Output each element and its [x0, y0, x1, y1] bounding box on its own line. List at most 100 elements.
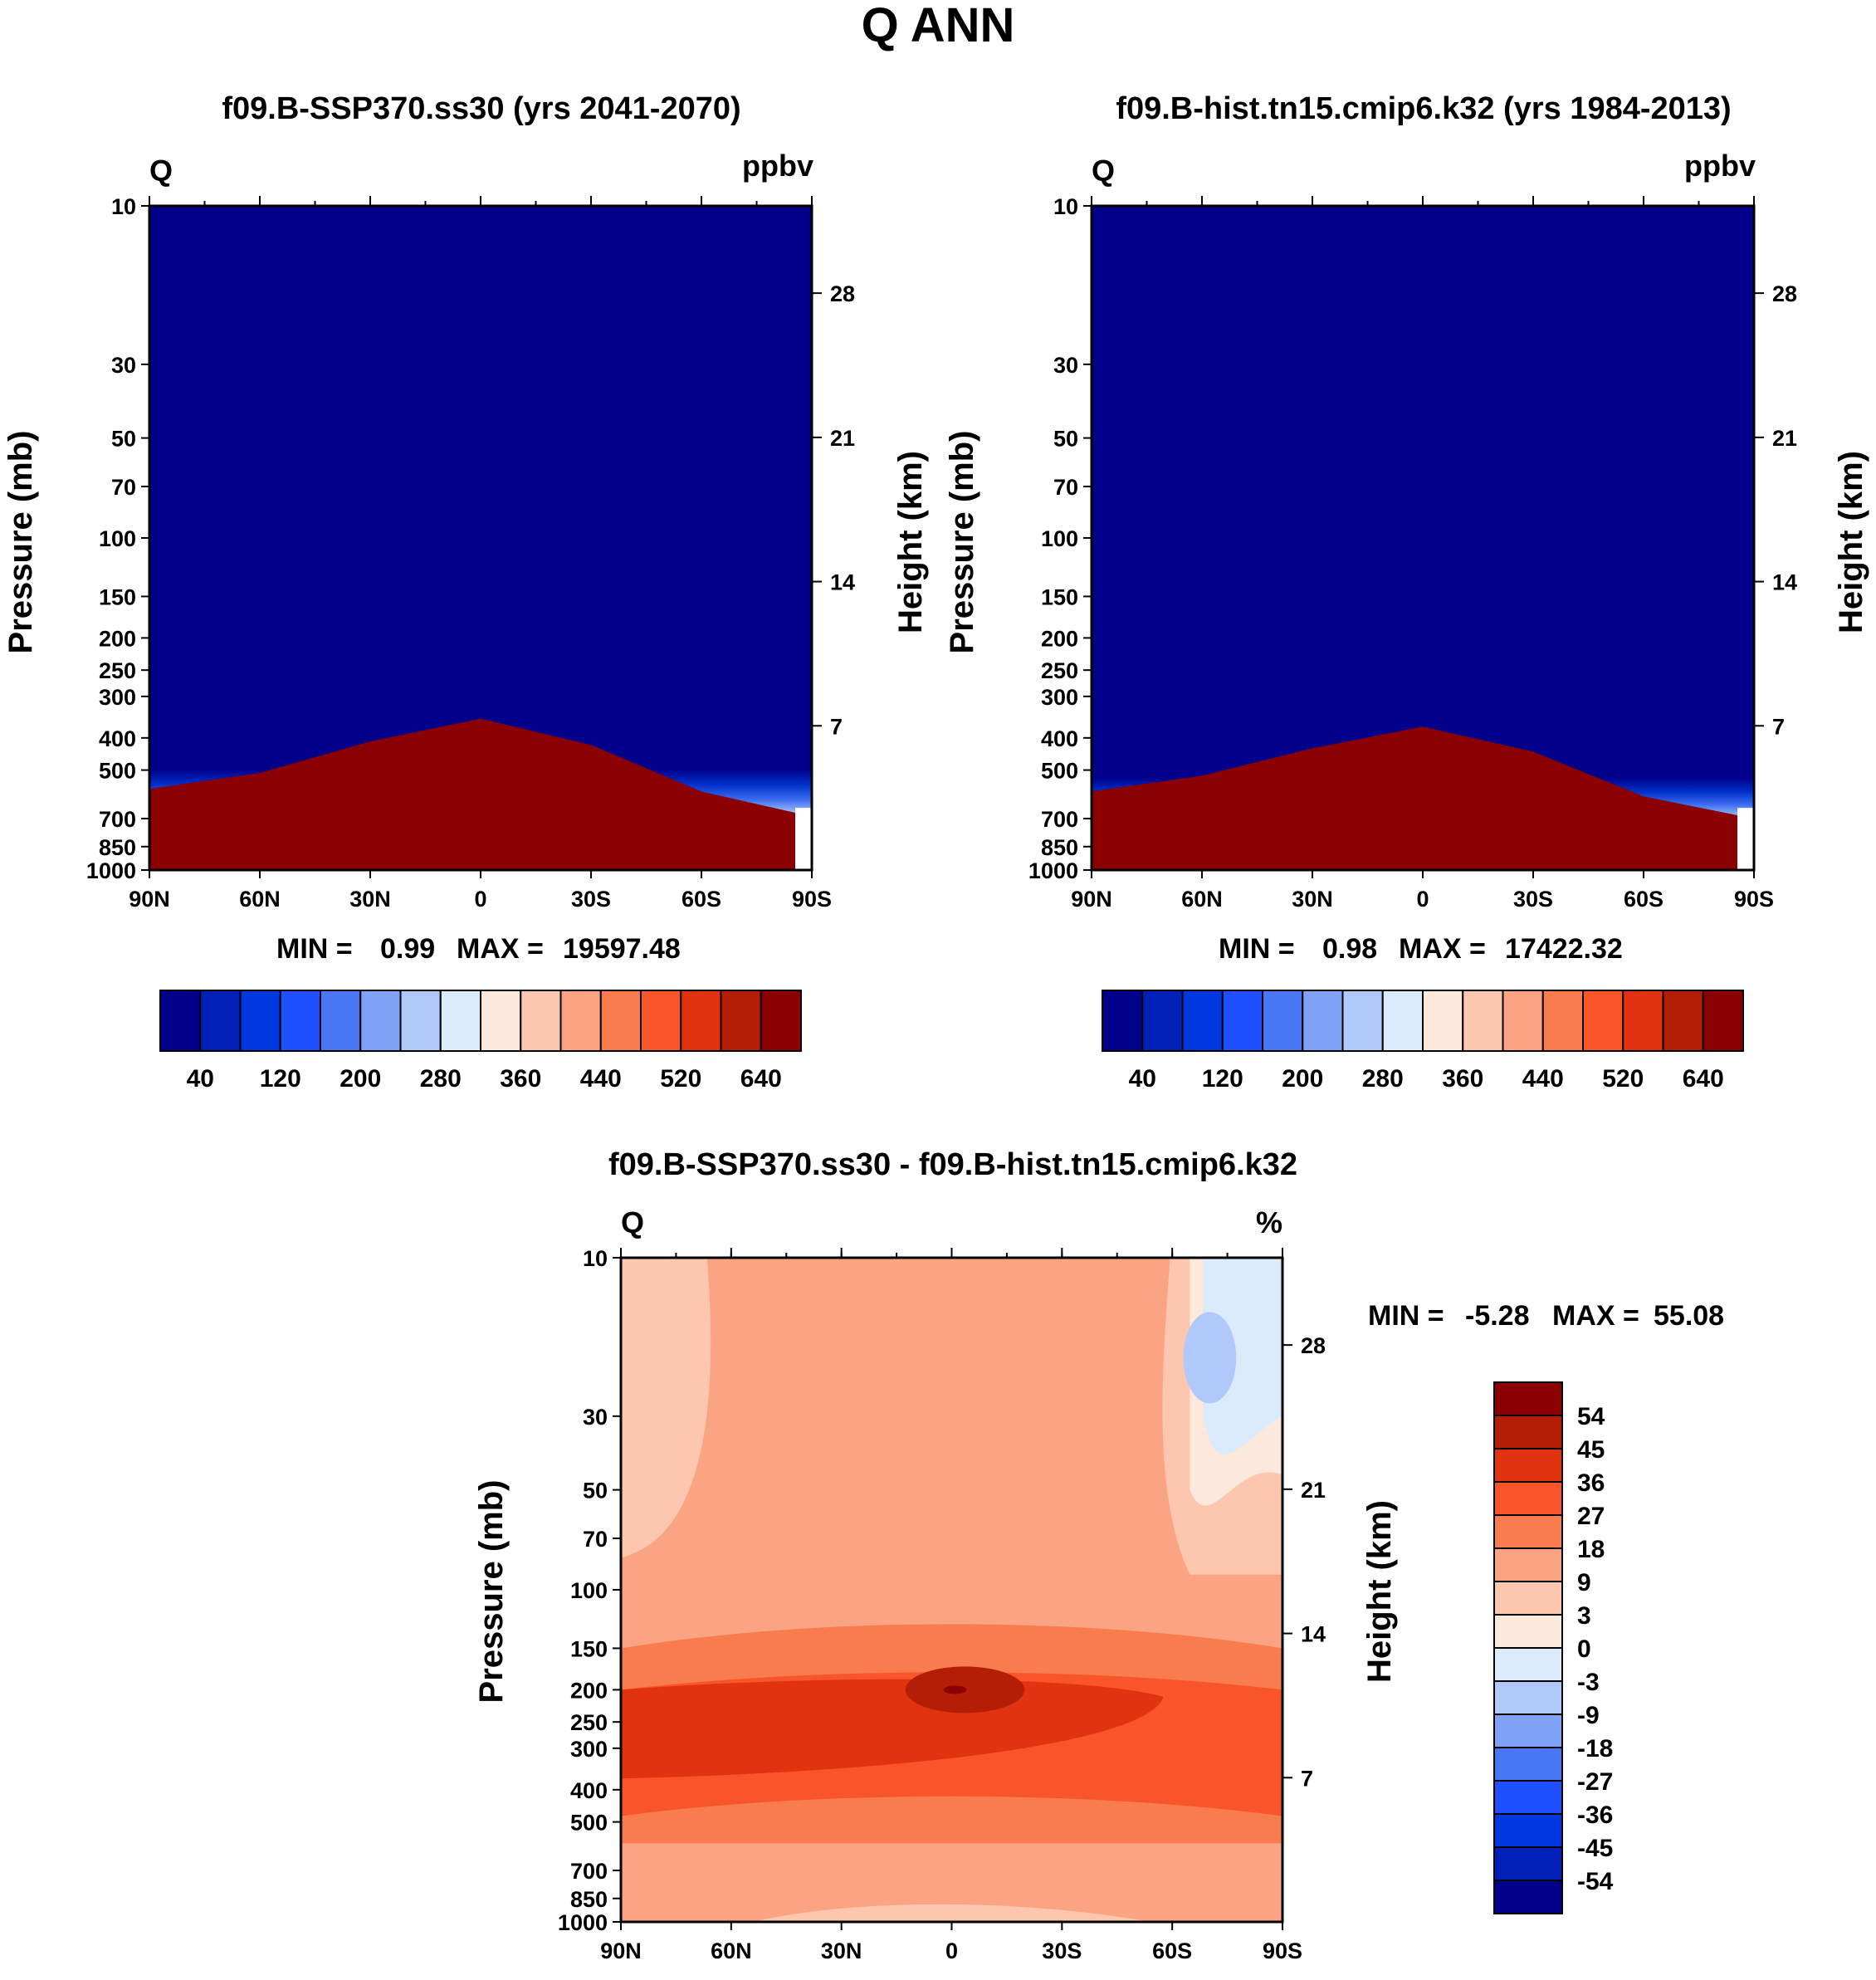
colorbar-swatch	[520, 990, 562, 1052]
diff-band-3-9-lower	[753, 1904, 1151, 1922]
colorbar-swatch	[480, 990, 522, 1052]
panel-c-ylabel: Pressure (mb)	[473, 1480, 510, 1704]
height-tick-label: 14	[1772, 570, 1797, 595]
panel-b-ylabel: Pressure (mb)	[944, 431, 980, 654]
colorbar-swatch	[680, 990, 722, 1052]
colorbar-swatch	[1622, 990, 1664, 1052]
lat-tick-label: 60N	[1181, 887, 1223, 912]
colorbar-label: 440	[1522, 1065, 1564, 1093]
panel-b-stats-max-label: MAX =	[1399, 933, 1486, 965]
panel-b-y2label: Height (km)	[1833, 451, 1869, 633]
colorbar-swatch	[1181, 990, 1224, 1052]
pressure-tick-label: 400	[570, 1778, 608, 1803]
panel-b-variable: Q	[1092, 154, 1115, 188]
pressure-tick-label: 100	[570, 1578, 608, 1603]
humid-core	[149, 718, 812, 870]
lat-tick-label: 60N	[239, 887, 281, 912]
colorbar-label: 45	[1577, 1436, 1605, 1464]
lat-tick-label: 90N	[1071, 887, 1112, 912]
panel-a-ylabel: Pressure (mb)	[2, 431, 39, 654]
pressure-tick-label: 70	[111, 475, 136, 500]
colorbar-swatch	[1702, 990, 1744, 1052]
pressure-tick-label: 200	[1041, 626, 1078, 651]
pressure-tick-label: 700	[99, 807, 136, 832]
colorbar-swatch	[1582, 990, 1624, 1052]
lat-tick-label: 90N	[600, 1938, 642, 1963]
colorbar-swatch	[1493, 1714, 1563, 1748]
lat-tick-label: 30N	[821, 1938, 862, 1963]
colorbar-swatch	[720, 990, 762, 1052]
panel-b: f09.B-hist.tn15.cmip6.k32 (yrs 1984-2013…	[944, 91, 1869, 1093]
pressure-tick-label: 300	[99, 685, 136, 710]
pressure-tick-label: 10	[1053, 194, 1078, 219]
colorbar-label: 520	[1602, 1065, 1644, 1093]
colorbar-swatch	[1381, 990, 1424, 1052]
colorbar-label: 54	[1577, 1403, 1605, 1430]
pressure-tick-label: 400	[1041, 726, 1078, 751]
height-tick-label: 7	[830, 714, 843, 739]
colorbar-swatch	[1302, 990, 1344, 1052]
lat-tick-label: 30N	[349, 887, 391, 912]
colorbar-swatch	[599, 990, 642, 1052]
height-tick-label: 14	[1301, 1622, 1326, 1647]
pressure-tick-label: 50	[583, 1479, 608, 1503]
panel-c-plot: 1030507010015020025030040050070085010002…	[558, 1246, 1326, 1963]
height-tick-label: 28	[830, 281, 855, 306]
pressure-tick-label: 400	[99, 726, 136, 751]
colorbar-swatch	[239, 990, 281, 1052]
colorbar-swatch	[1493, 1381, 1563, 1416]
panel-c-stats-min-label: MIN =	[1368, 1300, 1444, 1332]
pressure-tick-label: 150	[1041, 584, 1078, 609]
colorbar-swatch	[1493, 1747, 1563, 1782]
pressure-tick-label: 500	[1041, 759, 1078, 784]
panel-c-stats-max-label: MAX =	[1552, 1300, 1639, 1332]
lat-tick-label: 0	[1416, 887, 1429, 912]
figure-title: Q ANN	[862, 0, 1015, 52]
colorbar-label: -45	[1577, 1835, 1613, 1862]
colorbar-label: 40	[187, 1065, 214, 1093]
colorbar-swatch	[1422, 990, 1464, 1052]
colorbar-swatch	[1493, 1415, 1563, 1450]
panel-a-stats-min-label: MIN =	[276, 933, 353, 965]
pressure-tick-label: 250	[570, 1710, 608, 1735]
height-tick-label: 21	[1772, 426, 1797, 451]
panel-a-plot: 1030507010015020025030040050070085010002…	[86, 194, 855, 912]
lat-tick-label: 60N	[711, 1938, 752, 1963]
lat-tick-label: 30N	[1292, 887, 1333, 912]
colorbar-label: 640	[1683, 1065, 1724, 1093]
pressure-tick-label: 30	[111, 353, 136, 378]
colorbar-label: 40	[1129, 1065, 1156, 1093]
panel-b-stats-min-label: MIN =	[1219, 933, 1295, 965]
height-tick-label: 28	[1301, 1333, 1326, 1358]
lat-tick-label: 90S	[1263, 1938, 1302, 1963]
diff-band-3-9-north	[621, 1258, 711, 1558]
colorbar-swatch	[1493, 1547, 1563, 1582]
colorbar-label: 200	[1282, 1065, 1323, 1093]
colorbar-swatch	[1493, 1481, 1563, 1516]
panel-b-units: ppbv	[1684, 149, 1756, 183]
colorbar-label: 120	[260, 1065, 301, 1093]
panel-a-colorbar: 40 120 200 280 360 440 520 640	[159, 990, 802, 1093]
height-tick-label: 21	[1301, 1478, 1326, 1503]
colorbar-swatch	[1262, 990, 1304, 1052]
panel-b-stats-min: 0.98	[1322, 933, 1377, 965]
pressure-tick-label: 30	[583, 1405, 608, 1430]
pressure-tick-label: 300	[1041, 685, 1078, 710]
colorbar-label: 280	[420, 1065, 462, 1093]
colorbar-swatch	[1502, 990, 1544, 1052]
lat-tick-label: 90S	[792, 887, 832, 912]
panel-a-stats-max-label: MAX =	[457, 933, 544, 965]
colorbar-label: 360	[1442, 1065, 1483, 1093]
lat-tick-label: 0	[945, 1938, 958, 1963]
colorbar-label: 440	[580, 1065, 622, 1093]
lat-tick-label: 90N	[129, 887, 170, 912]
colorbar-label: 18	[1577, 1536, 1605, 1563]
diff-band-36-45	[621, 1679, 1164, 1779]
colorbar-label: 9	[1577, 1569, 1591, 1596]
pressure-tick-label: 30	[1053, 353, 1078, 378]
pressure-tick-label: 850	[1041, 835, 1078, 860]
colorbar-swatch	[1221, 990, 1263, 1052]
colorbar-swatch	[1141, 990, 1184, 1052]
colorbar-swatch	[640, 990, 682, 1052]
pressure-tick-label: 10	[111, 194, 136, 219]
